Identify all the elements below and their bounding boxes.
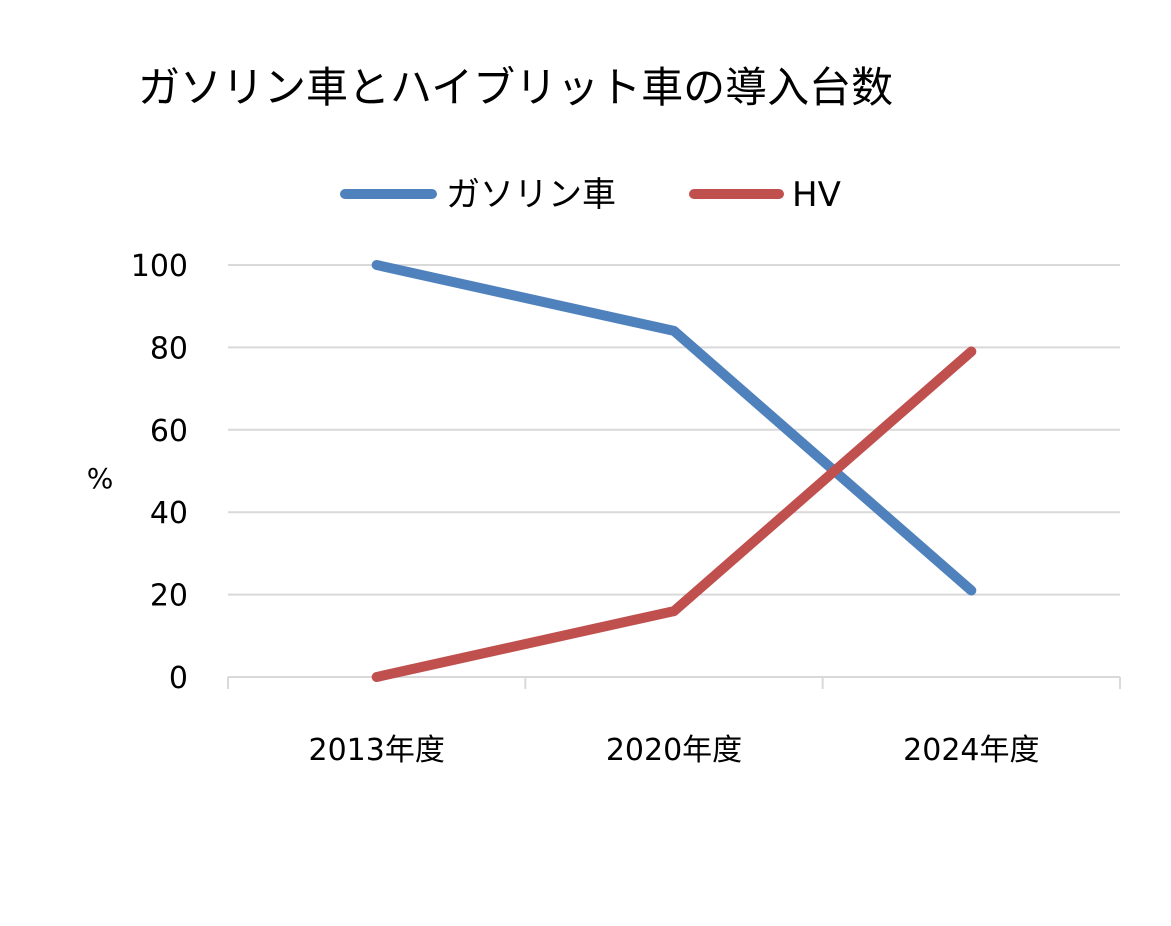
x-tick-label: 2024年度 <box>903 733 1039 768</box>
data-point <box>970 350 973 353</box>
legend: ガソリン車 HV <box>340 175 841 215</box>
y-tick-label: 80 <box>150 331 188 366</box>
series-0 <box>371 260 977 596</box>
y-tick-label: 40 <box>150 496 188 531</box>
y-tick-label: 20 <box>150 579 188 614</box>
legend-label: HV <box>792 175 841 215</box>
x-axis: 2013年度 2020年度 2024年度 <box>227 676 1121 768</box>
data-point <box>375 264 378 266</box>
x-tick-label: 2020年度 <box>606 733 742 768</box>
y-tick-label: 100 <box>131 249 188 284</box>
gridlines <box>228 264 1120 596</box>
x-tick-label: 2013年度 <box>308 733 444 768</box>
y-tick-label: 60 <box>150 414 188 449</box>
y-axis-label: % <box>87 462 114 495</box>
data-point <box>970 589 973 592</box>
series-layer <box>371 260 977 682</box>
legend-label: ガソリン車 <box>446 175 616 215</box>
data-point <box>673 329 675 332</box>
chart-title: ガソリン車とハイブリット車の導入台数 <box>138 63 893 112</box>
series-1 <box>371 346 977 682</box>
y-tick-label: 0 <box>169 661 188 696</box>
y-axis-ticks: 0 20 40 60 80 100 <box>131 249 188 696</box>
data-point <box>673 610 675 613</box>
data-point <box>375 676 378 678</box>
